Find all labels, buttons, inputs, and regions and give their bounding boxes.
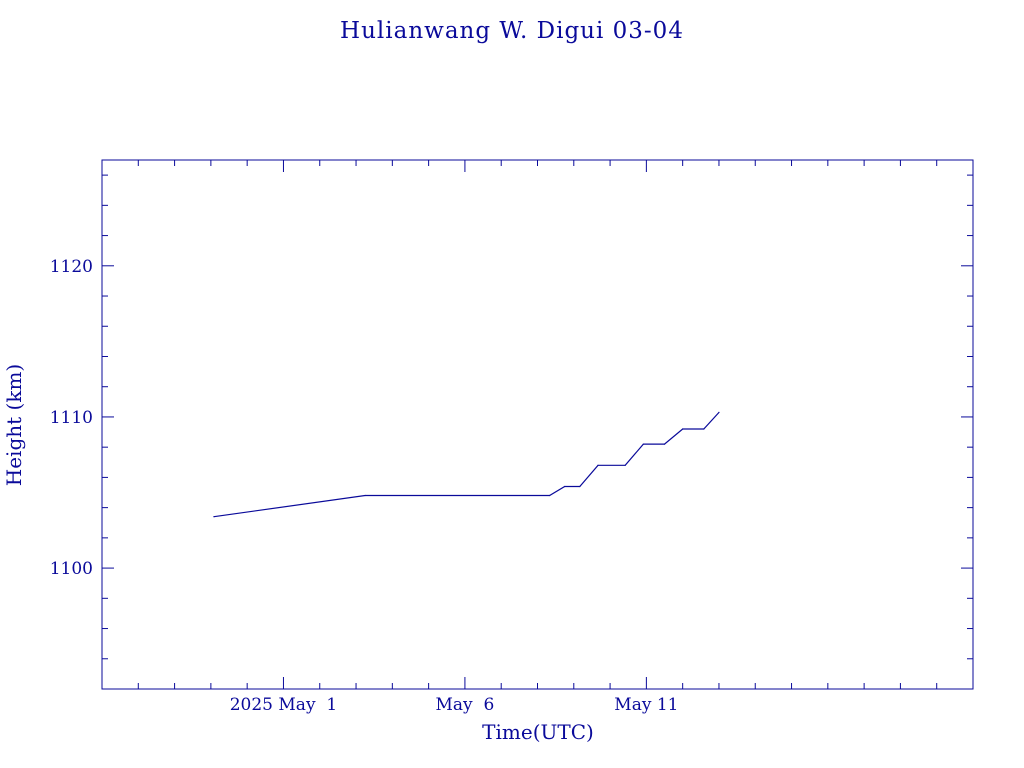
x-axis-label: Time(UTC): [482, 720, 594, 744]
y-tick-label: 1100: [50, 559, 93, 579]
y-axis-label: Height (km): [2, 364, 26, 486]
data-point: [682, 428, 684, 430]
chart-title: Hulianwang W. Digui 03-04: [340, 18, 684, 44]
x-tick-label: May 11: [614, 695, 678, 715]
data-point: [663, 443, 666, 445]
data-point: [624, 464, 626, 466]
data-point: [703, 428, 705, 430]
tick-labels: 2025 May 1 May 6 May 11 1100 1110 1120: [50, 257, 679, 715]
series-line: [213, 411, 720, 518]
data-point: [364, 494, 366, 497]
x-tick-label: 2025 May 1: [230, 695, 337, 715]
data-point: [548, 494, 551, 497]
data-point: [579, 485, 581, 488]
data-point: [642, 443, 644, 445]
data-point: [564, 485, 566, 488]
y-tick-label: 1120: [50, 257, 93, 277]
data-point: [213, 516, 215, 518]
data-point: [718, 411, 720, 414]
tick-marks: [102, 160, 973, 690]
plot-frame: [101, 159, 974, 690]
data-series: [213, 411, 720, 518]
data-point: [597, 464, 599, 466]
x-tick-label: May 6: [436, 695, 495, 715]
y-tick-label: 1110: [50, 408, 93, 428]
